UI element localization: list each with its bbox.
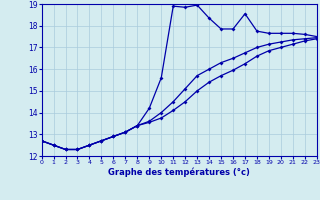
X-axis label: Graphe des températures (°c): Graphe des températures (°c) [108,168,250,177]
